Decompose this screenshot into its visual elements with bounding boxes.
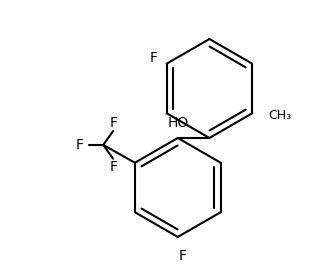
- Text: F: F: [109, 160, 117, 174]
- Text: F: F: [75, 138, 84, 152]
- Text: CH₃: CH₃: [268, 109, 291, 122]
- Text: F: F: [179, 249, 187, 263]
- Text: F: F: [109, 116, 117, 130]
- Text: F: F: [150, 51, 158, 65]
- Text: HO: HO: [167, 116, 189, 130]
